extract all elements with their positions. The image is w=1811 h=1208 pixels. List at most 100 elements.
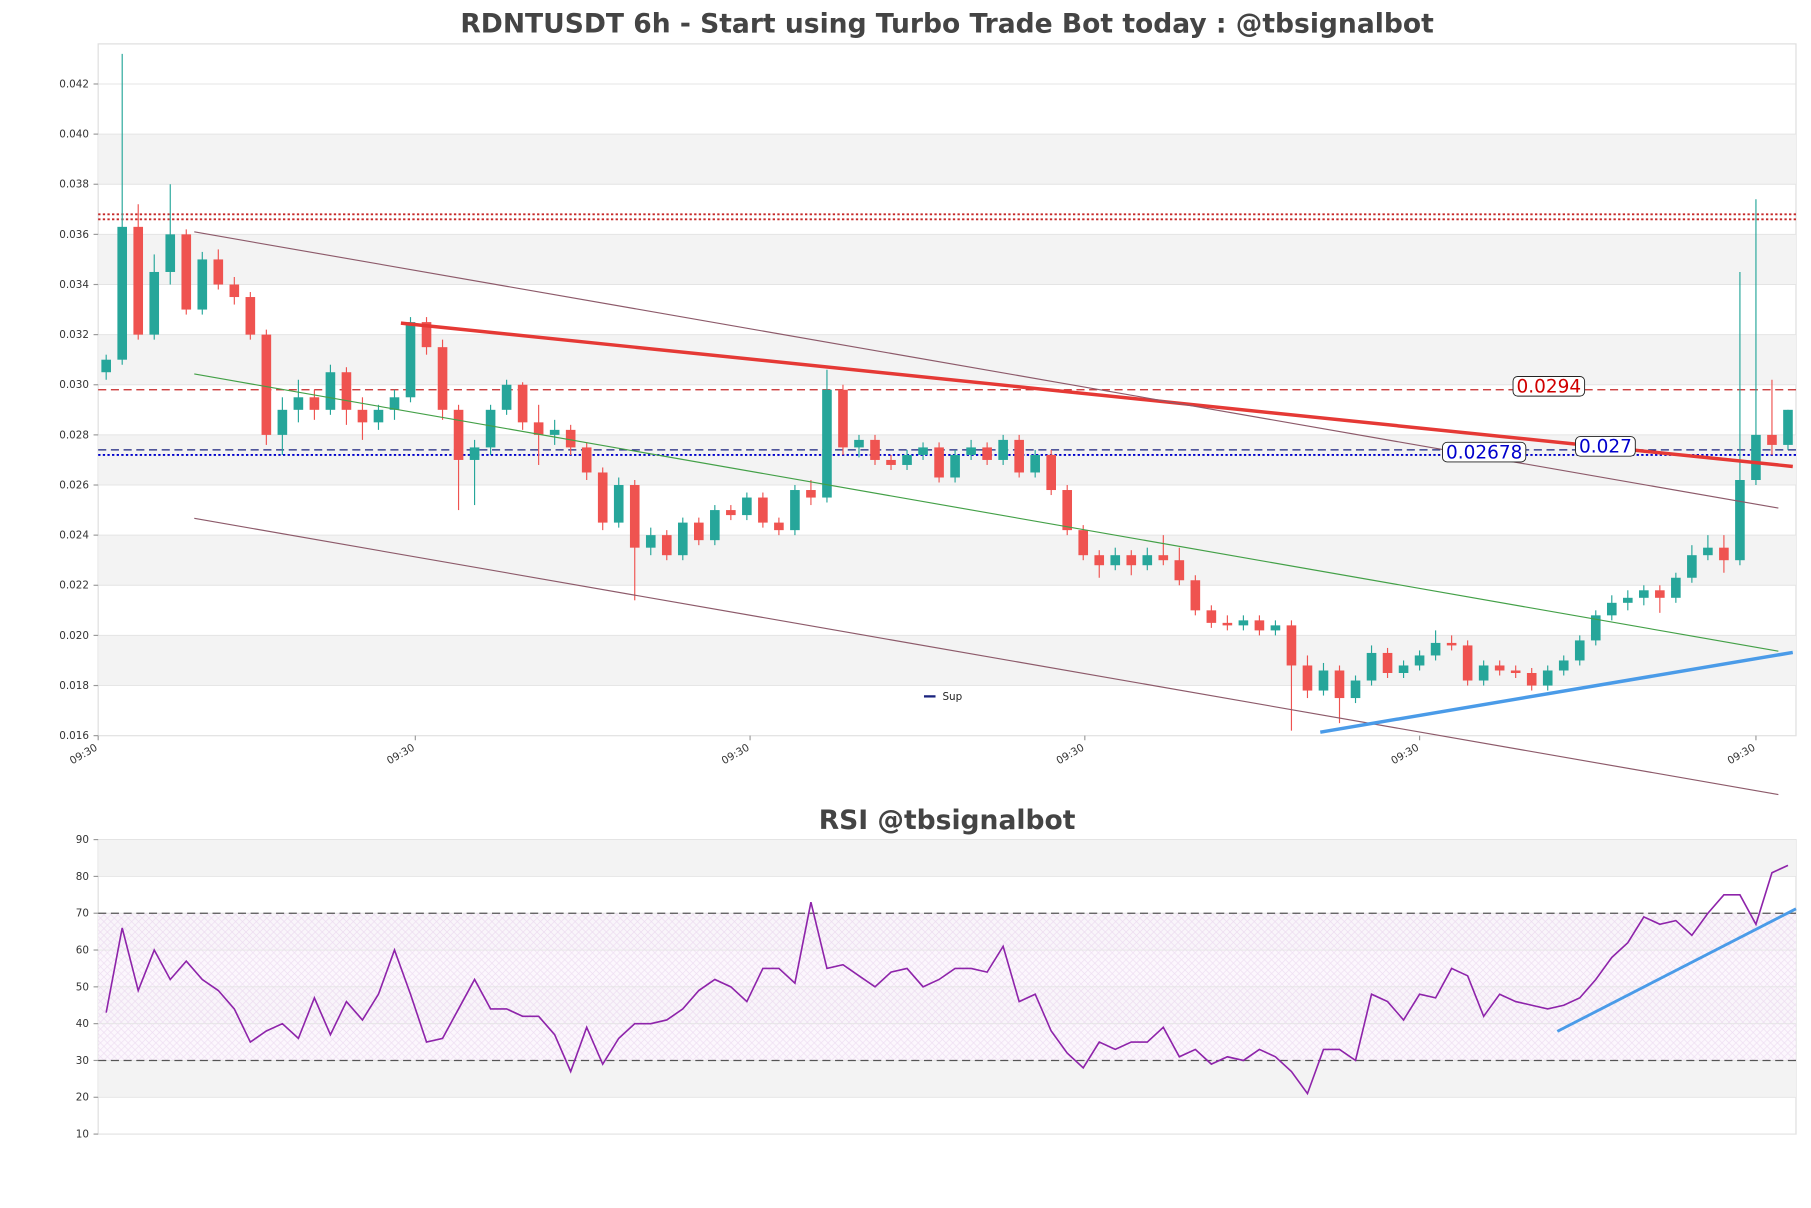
candle-body (1526, 672, 1537, 686)
candle-body (1639, 590, 1649, 598)
candle-body (581, 447, 592, 473)
candle-body (1558, 660, 1569, 671)
candle-body (645, 535, 656, 548)
candle-body (197, 259, 208, 310)
candle-body (1606, 602, 1617, 616)
candle-body (1126, 555, 1137, 566)
candle-body (1735, 480, 1745, 561)
y-tick-label: 30 (76, 1055, 89, 1067)
annotation-box (1512, 376, 1586, 397)
rsi-panel: RSI @tbsignalbot 10 20 30 40 50 60 70 80 90 (76, 805, 1797, 1141)
candle-body (549, 429, 560, 435)
candle-body (726, 510, 736, 516)
annotation-label: 0.0294 (1517, 377, 1582, 398)
candle-body (710, 510, 720, 541)
candle-body (998, 439, 1008, 460)
candle-body (149, 271, 160, 335)
y-tick-label: 20 (76, 1092, 89, 1104)
candle-body (1366, 652, 1377, 681)
candle-body (1142, 555, 1153, 566)
candle-body (133, 226, 144, 335)
candle-body (677, 522, 688, 556)
candle-body (437, 347, 448, 410)
candle-body (1270, 625, 1281, 631)
candle-body (1350, 680, 1361, 699)
candle-body (1542, 670, 1553, 686)
candle-body (1430, 642, 1441, 656)
price-annotation: 0.0294 (1512, 376, 1586, 398)
candle-body (1094, 555, 1105, 566)
candle-body (1478, 665, 1489, 681)
candle-body (533, 422, 544, 435)
candle-body (597, 472, 608, 523)
trend-line (1319, 650, 1794, 734)
y-tick-label: 90 (76, 834, 89, 846)
candle-body (373, 409, 384, 423)
candle-body (1494, 665, 1505, 671)
annotation-label: 0.027 (1579, 437, 1632, 458)
y-tick-label: 0.042 (59, 78, 89, 90)
candle-body (1719, 547, 1729, 561)
y-tick-label: 70 (76, 908, 89, 920)
chart-title: RSI @tbsignalbot (819, 805, 1076, 836)
candle-body (870, 439, 880, 460)
candle-body (902, 454, 912, 465)
candle-body (1046, 454, 1056, 491)
candle-body (453, 409, 464, 460)
candle-body (341, 372, 352, 410)
y-tick-label: 50 (76, 981, 89, 993)
legend-box (917, 685, 968, 705)
candle-body (838, 389, 848, 448)
candle-body (758, 497, 768, 523)
candle-body (1206, 610, 1217, 623)
candle-body (1446, 642, 1457, 646)
y-tick-label: 0.026 (59, 479, 89, 491)
grid-band (98, 334, 1796, 385)
candle-body (501, 384, 512, 410)
candle-body (1751, 434, 1761, 481)
grid-band (98, 234, 1796, 285)
grid-band (98, 1060, 1796, 1098)
candle-body (1302, 665, 1313, 691)
y-tick-label: 0.022 (59, 580, 89, 592)
candle-body (245, 297, 256, 335)
price-annotation: 0.02678 (1442, 441, 1527, 463)
annotation-box (1442, 441, 1527, 463)
grid-band (98, 535, 1796, 586)
candle-body (1078, 530, 1089, 556)
candle-body (613, 485, 624, 523)
candle-body (1318, 670, 1329, 691)
candle-body (934, 447, 944, 478)
grid-band (98, 134, 1796, 185)
grid-band (98, 839, 1796, 877)
candle-body (213, 259, 224, 285)
legend-label: Sup (942, 691, 962, 703)
candle-body (1174, 560, 1185, 581)
grid-band (98, 434, 1796, 486)
candle-body (1623, 597, 1633, 603)
candle-body (325, 372, 336, 410)
candle-body (1030, 454, 1040, 473)
candle-body (694, 522, 704, 541)
candle-body (357, 409, 368, 423)
trend-line (1556, 907, 1797, 1033)
candle-body (1671, 577, 1681, 598)
candle-body (1767, 434, 1777, 445)
candle-body (1334, 670, 1345, 699)
candle-body (950, 454, 960, 478)
candle-body (389, 397, 400, 410)
annotation-box (1575, 436, 1636, 457)
price-annotation: 0.027 (1575, 436, 1636, 458)
candle-body (229, 284, 240, 298)
candle-body (1238, 620, 1249, 626)
candle-body (774, 522, 784, 531)
candle-body (1398, 665, 1409, 673)
candle-body (1190, 580, 1201, 611)
candle-body (1414, 655, 1425, 666)
y-tick-label: 0.024 (59, 530, 89, 542)
y-tick-label: 0.016 (59, 730, 89, 742)
candle-body (1158, 555, 1169, 561)
price-panel: RDNTUSDT 6h - Start using Turbo Trade Bo… (59, 8, 1797, 796)
candle-body (806, 490, 816, 498)
